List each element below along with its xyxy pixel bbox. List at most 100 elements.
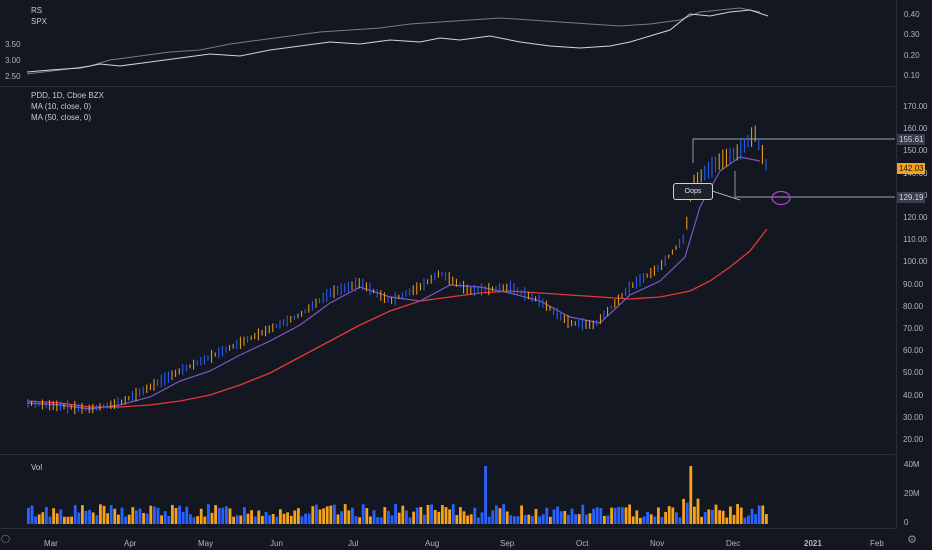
volume-bar xyxy=(441,505,444,524)
volume-bar xyxy=(581,504,585,524)
volume-bar xyxy=(117,514,120,524)
price-tick: 50.00 xyxy=(903,368,924,378)
volume-bar xyxy=(106,513,109,524)
volume-bar xyxy=(700,516,703,524)
volume-bar xyxy=(750,508,754,524)
volume-bar xyxy=(41,512,45,524)
rs-left-tick: 3.50 xyxy=(5,40,21,49)
volume-bar xyxy=(657,507,660,524)
volume-scale[interactable]: 40M 20M 0 xyxy=(896,455,932,528)
volume-bar xyxy=(477,517,480,524)
volume-bar xyxy=(523,514,527,524)
volume-bar xyxy=(473,507,477,524)
volume-bar xyxy=(689,466,693,524)
volume-tick: 20M xyxy=(904,489,920,498)
chart-type-icon[interactable]: ◯ xyxy=(1,534,10,543)
volume-bar xyxy=(113,508,117,524)
time-tick: Dec xyxy=(726,539,741,548)
volume-bar xyxy=(279,509,282,524)
volume-bar xyxy=(574,514,577,524)
volume-bar xyxy=(732,514,736,524)
volume-bar xyxy=(333,504,336,524)
gear-icon[interactable]: ⚙ xyxy=(907,534,917,546)
price-legend: PDD, 1D, Cboe BZX MA (10, close, 0) MA (… xyxy=(31,90,104,123)
volume-bar xyxy=(376,517,379,524)
volume-bar xyxy=(653,516,657,524)
volume-bar xyxy=(696,498,700,524)
volume-bar xyxy=(268,515,271,524)
volume-bar xyxy=(556,506,559,524)
volume-legend: Vol xyxy=(31,463,43,472)
volume-bar xyxy=(671,507,675,524)
volume-bar xyxy=(685,502,689,524)
volume-bar xyxy=(351,507,354,524)
volume-bar xyxy=(264,511,268,524)
volume-bar xyxy=(253,516,257,524)
time-axis[interactable]: Mar Apr May Jun Jul Aug Sep Oct Nov Dec 2021 Feb xyxy=(0,529,895,550)
volume-bar xyxy=(498,508,502,524)
time-tick: Sep xyxy=(500,539,515,548)
time-tick: Oct xyxy=(576,539,589,548)
volume-bar xyxy=(160,515,163,524)
volume-bar xyxy=(358,517,361,524)
oops-callout[interactable]: Oops xyxy=(673,183,713,200)
volume-bar xyxy=(228,508,232,524)
volume-bar xyxy=(48,516,52,524)
volume-bar xyxy=(243,507,246,524)
volume-bar xyxy=(221,507,225,524)
ma50-line xyxy=(26,228,768,408)
volume-bar xyxy=(631,516,635,524)
volume-bar xyxy=(196,516,199,524)
volume-bar xyxy=(747,515,750,524)
price-tick: 100.00 xyxy=(903,257,928,267)
volume-bar xyxy=(426,505,430,524)
volume-bar xyxy=(466,515,469,524)
time-tick: Feb xyxy=(870,539,884,548)
volume-bar xyxy=(624,507,628,524)
volume-bar xyxy=(214,505,217,524)
volume-bar xyxy=(531,516,534,524)
rs-left-tick: 2.50 xyxy=(5,72,21,81)
volume-bar xyxy=(721,510,725,524)
volume-bar xyxy=(138,508,142,524)
volume-bar xyxy=(693,506,696,524)
volume-pane[interactable]: Vol xyxy=(0,455,895,529)
volume-bar xyxy=(181,511,185,524)
volume-bar xyxy=(682,498,685,524)
volume-bar xyxy=(455,515,459,524)
volume-bar xyxy=(718,510,721,524)
rs-pane[interactable]: RS SPX 3.50 3.00 2.50 xyxy=(0,0,895,87)
volume-bar xyxy=(502,504,505,524)
volume-bar xyxy=(225,506,228,524)
volume-bar xyxy=(163,511,167,524)
volume-tick: 0 xyxy=(904,518,909,527)
rs-line-chart xyxy=(26,7,769,75)
volume-bar xyxy=(286,512,289,524)
volume-bar xyxy=(757,505,761,524)
time-tick: May xyxy=(198,539,214,548)
volume-bar xyxy=(329,505,333,524)
rs-right-scale[interactable]: 0.40 0.30 0.20 0.10 xyxy=(896,0,932,86)
volume-bar xyxy=(311,506,315,524)
price-pane[interactable]: PDD, 1D, Cboe BZX MA (10, close, 0) MA (… xyxy=(0,87,895,455)
volume-bar xyxy=(246,513,250,524)
volume-bar xyxy=(743,517,747,524)
volume-bar xyxy=(217,507,221,524)
time-tick: Nov xyxy=(650,539,665,548)
ma10-line xyxy=(26,156,761,410)
low-level-tag: 129.19 xyxy=(897,192,926,203)
ma50-legend-item: MA (50, close, 0) xyxy=(31,113,92,122)
volume-bar xyxy=(318,509,322,524)
volume-bar xyxy=(379,517,383,524)
volume-bar xyxy=(451,504,455,524)
volume-bar xyxy=(667,506,671,524)
volume-bar xyxy=(387,510,390,524)
volume-bars xyxy=(27,466,768,524)
volume-bar xyxy=(621,507,624,524)
volume-bar xyxy=(480,512,484,524)
volume-bar xyxy=(405,510,408,524)
volume-bar xyxy=(599,508,603,524)
volume-bar xyxy=(250,510,253,524)
volume-bar xyxy=(102,505,106,524)
volume-bar xyxy=(99,504,102,524)
